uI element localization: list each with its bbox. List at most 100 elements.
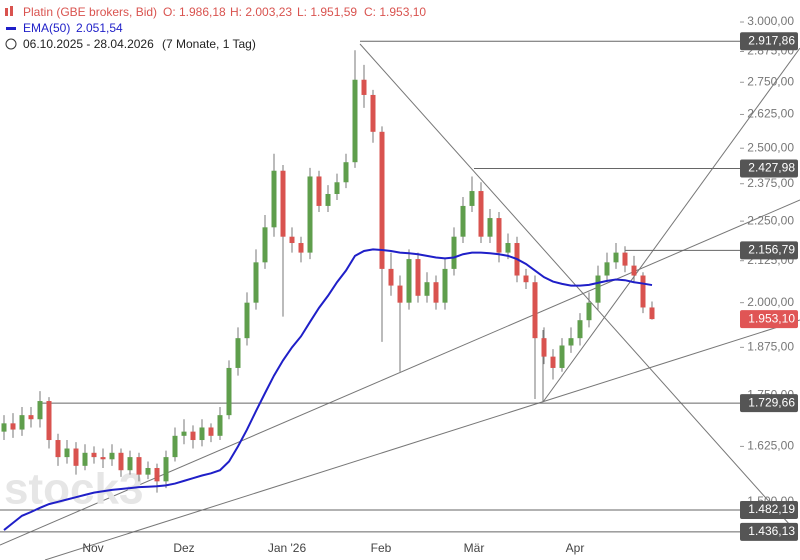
level-tag (740, 394, 798, 413)
level-label: 1.482,19 (748, 502, 795, 516)
candle-body (523, 275, 529, 283)
candle-body (307, 176, 313, 253)
candle-body (262, 227, 268, 263)
candle-body (91, 452, 97, 458)
x-tick-label: Dez (173, 541, 194, 555)
candle-body (577, 320, 583, 339)
candle-body (226, 367, 232, 416)
candle-body (28, 415, 34, 420)
candle-body (604, 262, 610, 276)
icon (10, 6, 13, 16)
candle-body (19, 415, 25, 430)
x-tick-label: Mär (464, 541, 485, 555)
candle-body (82, 452, 88, 466)
candle-body (271, 170, 277, 228)
candle-body (631, 265, 637, 276)
candle-body (10, 423, 16, 430)
y-tick-label: 2.000,00 (747, 295, 794, 309)
ema-name: EMA(50) (23, 21, 70, 35)
level-label: 2.427,98 (748, 161, 795, 175)
level-label: 2.156,79 (748, 243, 795, 257)
candle-body (460, 205, 466, 237)
candle-body (532, 282, 538, 339)
candle-body (244, 302, 250, 339)
candle-body (496, 218, 502, 253)
candle-body (568, 338, 574, 346)
date-range: 06.10.2025 - 28.04.2026 (23, 37, 154, 51)
candle-body (100, 457, 106, 460)
y-tick-label: 2.500,00 (747, 140, 794, 154)
icon (5, 8, 8, 16)
price-tag (740, 310, 798, 329)
candle-body (334, 182, 340, 194)
candle-body (217, 415, 223, 436)
candle-body (379, 131, 385, 269)
candle-body (487, 218, 493, 237)
candle-body (163, 457, 169, 482)
level-label: 1.729,66 (748, 395, 795, 409)
x-tick-label: Apr (566, 541, 585, 555)
ohlc: O: 1.986,18 (163, 5, 226, 19)
icon (5, 38, 17, 50)
y-tick-label: 2.625,00 (747, 107, 794, 121)
candle-body (541, 338, 547, 357)
candle-body (388, 268, 394, 286)
level-tag (740, 241, 798, 260)
candle-body (406, 259, 412, 303)
candle-body (235, 338, 241, 368)
legend: Platin (GBE brokers, Bid) O: 1.986,18 H:… (5, 5, 426, 51)
candle-body (136, 457, 142, 475)
ohlc: H: 2.003,23 (230, 5, 292, 19)
candle-body (73, 448, 79, 466)
candle-body (622, 252, 628, 266)
candle-body (613, 252, 619, 263)
candle-body (550, 356, 556, 368)
candle-body (109, 452, 115, 460)
candle-body (361, 79, 367, 95)
candle-body (37, 401, 43, 420)
candle-body (181, 431, 187, 436)
candle-body (649, 307, 655, 320)
x-tick-label: Jan '26 (268, 541, 307, 555)
y-tick-label: 2.375,00 (747, 176, 794, 190)
candle-body (559, 345, 565, 368)
candle-body (433, 282, 439, 303)
candle-body (118, 452, 124, 471)
ohlc: C: 1.953,10 (364, 5, 426, 19)
candle-body (55, 440, 61, 458)
candle-body (46, 401, 52, 441)
candle-body (145, 468, 151, 475)
level-tag (740, 501, 798, 520)
candle-body (64, 448, 70, 458)
candle-body (586, 302, 592, 321)
candle-body (469, 191, 475, 206)
candle-body (424, 282, 430, 296)
candle-body (127, 457, 133, 471)
candle-body (478, 191, 484, 237)
candle-body (352, 79, 358, 163)
candle-body (505, 243, 511, 253)
range-note: (7 Monate, 1 Tag) (162, 37, 256, 51)
candle-body (316, 176, 322, 206)
y-tick-label: 1.625,00 (747, 439, 794, 453)
candle-body (325, 193, 331, 206)
candle-body (298, 243, 304, 253)
candle-body (370, 94, 376, 132)
candle-body (595, 275, 601, 303)
candle-body (343, 162, 349, 183)
candle-body (289, 236, 295, 244)
y-tick-label: 2.750,00 (747, 74, 794, 88)
ema-value: 2.051,54 (76, 21, 123, 35)
price-label: 1.953,10 (748, 311, 795, 325)
x-tick-label: Nov (82, 541, 103, 555)
icon (6, 27, 16, 30)
candle-body (199, 427, 205, 441)
level-label: 1.436,13 (748, 524, 795, 538)
level-tag (740, 159, 798, 178)
candle-body (172, 435, 178, 458)
candle-body (208, 427, 214, 436)
x-tick-label: Feb (371, 541, 392, 555)
candle-body (154, 468, 160, 482)
candle-body (640, 275, 646, 308)
